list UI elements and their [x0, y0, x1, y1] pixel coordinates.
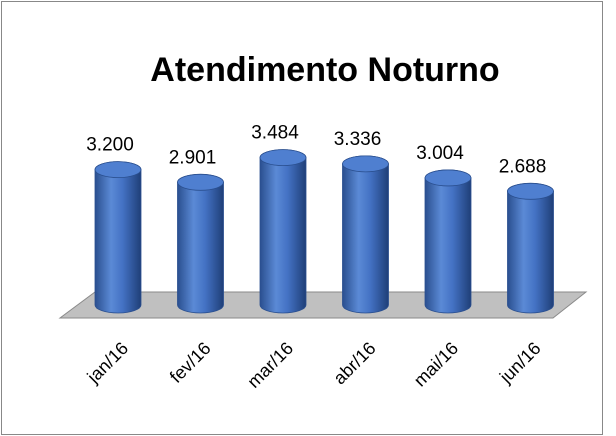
bar [424, 169, 472, 314]
bar [507, 182, 554, 314]
bar [177, 173, 224, 314]
bar [342, 155, 389, 314]
value-label: 3.336 [334, 129, 382, 150]
bar-cap [342, 155, 389, 173]
value-label: 3.004 [416, 143, 464, 164]
bar-cap [259, 149, 307, 167]
bar [94, 161, 142, 314]
bar-cap [94, 161, 142, 179]
value-label: 2.688 [499, 156, 547, 177]
value-label: 3.200 [86, 135, 134, 156]
bar-cap [507, 182, 554, 200]
value-label: 3.484 [251, 123, 299, 144]
chart-title: Atendimento Noturno [150, 51, 499, 89]
bar [259, 149, 307, 314]
bar-cap [424, 169, 472, 187]
value-label: 2.901 [169, 147, 217, 168]
bar-cap [177, 173, 224, 191]
